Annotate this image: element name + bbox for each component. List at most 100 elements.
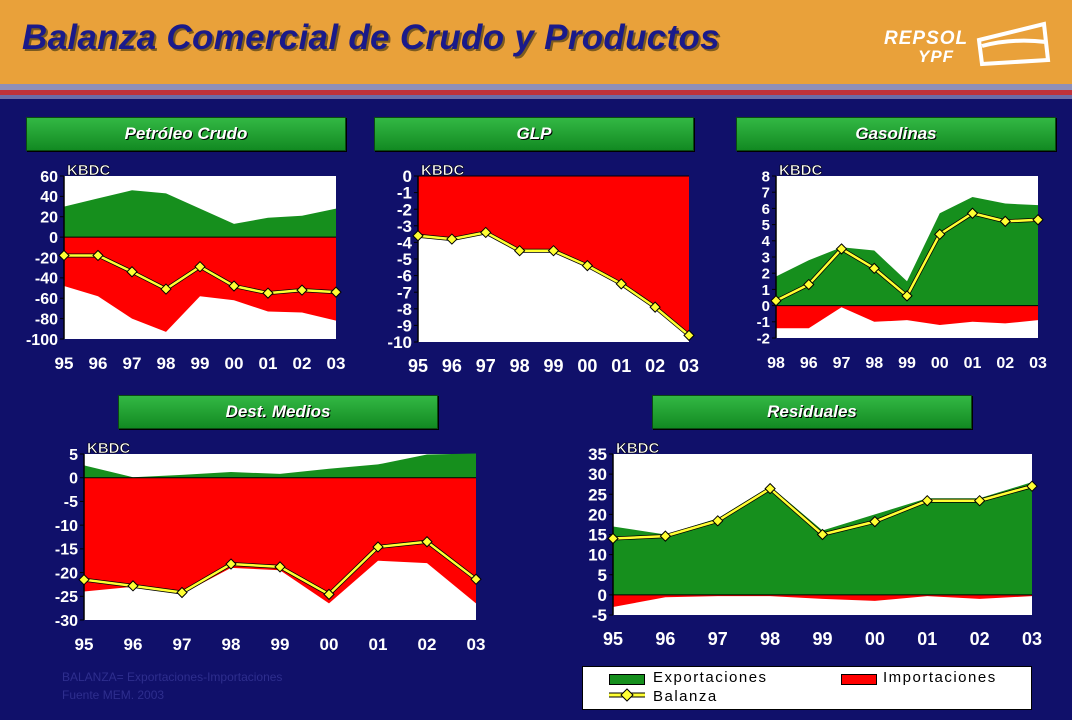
medios-series-exportaciones	[84, 453, 476, 478]
medios-xtick-label-2: 97	[173, 635, 192, 654]
residuales-ytick-label-8: -5	[592, 606, 607, 625]
crudo-ytick-label-2: 20	[40, 210, 58, 227]
crudo-xtick-label-1: 96	[89, 354, 108, 373]
crudo-balanza-point-4	[194, 260, 206, 273]
legend-label-importaciones: Importaciones	[883, 669, 997, 686]
medios-xtick-label-1: 96	[124, 635, 143, 654]
gasolinas-balanza-point-0	[770, 295, 782, 307]
glp-ytick-label-9: -9	[397, 317, 412, 336]
crudo-xtick-label-3: 98	[157, 354, 176, 373]
residuales-series-importaciones	[613, 594, 1032, 607]
medios-balanza-point-5	[323, 588, 335, 601]
crudo-balanza-point-3	[160, 283, 172, 295]
gasolinas-balanza-point-8	[1032, 214, 1044, 226]
crudo-unit-label: KBDC	[67, 162, 110, 179]
gasolinas-ytick-label-0: 8	[762, 168, 770, 185]
medios-ytick-label-2: -5	[64, 494, 78, 511]
residuales-balanza-point-5	[869, 515, 881, 528]
legend: Exportaciones Importaciones Balanza	[582, 666, 1032, 710]
crudo-balanza-point-5	[228, 280, 240, 292]
medios-balanza-point-3	[225, 558, 237, 570]
residuales-xtick-label-1: 96	[655, 629, 675, 649]
crudo-balanza-point-2	[126, 266, 138, 278]
residuales-xtick-label-4: 99	[812, 629, 832, 649]
header-bar: Balanza Comercial de Crudo y Productos R…	[0, 0, 1072, 84]
crudo-xtick-label-6: 01	[259, 354, 278, 373]
gasolinas-ytick-label-5: 3	[762, 249, 770, 266]
gasolinas-ytick-label-7: 1	[762, 282, 770, 299]
medios-xtick-label-4: 99	[271, 635, 290, 654]
medios-ytick-label-1: 0	[69, 470, 78, 487]
medios-series-importaciones	[84, 477, 476, 604]
residuales-ytick-label-0: 35	[588, 445, 607, 464]
crudo-xtick-label-4: 99	[191, 354, 210, 373]
glp-xtick-label-4: 99	[543, 356, 563, 376]
crudo-balanza-point-8	[330, 286, 342, 298]
medios-balanza-point-7	[421, 536, 433, 548]
gasolinas-ytick-label-8: 0	[762, 298, 770, 315]
glp-xtick-label-6: 01	[611, 356, 631, 376]
gasolinas-balanza-point-1	[803, 278, 815, 291]
crudo-xtick-label-0: 95	[55, 354, 74, 373]
gasolinas-xtick-label-2: 97	[833, 355, 851, 372]
legend-swatch-balanza	[609, 688, 645, 702]
medios-balanza-point-0	[78, 573, 90, 586]
residuales-xtick-label-6: 01	[917, 629, 937, 649]
legend-swatch-importaciones	[841, 674, 877, 685]
gasolinas-xtick-label-0: 98	[767, 355, 785, 372]
medios-balanza-point-6	[372, 541, 384, 553]
residuales-xtick-label-0: 95	[603, 629, 623, 649]
glp-balanza-point-1	[446, 233, 458, 245]
medios-balanza-point-1	[127, 580, 139, 592]
crudo-ytick-label-0: 60	[40, 169, 58, 186]
glp-unit-label: KBDC	[421, 162, 464, 179]
gasolinas-ytick-label-10: -2	[757, 330, 770, 347]
logo-emblem-icon	[976, 21, 1051, 67]
glp-ytick-label-2: -2	[397, 200, 412, 219]
gasolinas-xtick-label-8: 03	[1029, 355, 1047, 372]
gasolinas-series-exportaciones	[776, 197, 1038, 306]
residuales-ytick-label-2: 25	[588, 485, 607, 504]
glp-balanza-point-2	[480, 226, 492, 239]
residuales-ytick-label-3: 20	[588, 505, 607, 524]
glp-xtick-label-1: 96	[442, 356, 462, 376]
glp-xtick-label-0: 95	[408, 356, 428, 376]
gasolinas-unit-label: KBDC	[779, 162, 822, 179]
crudo-xtick-label-2: 97	[123, 354, 142, 373]
gasolinas-xtick-label-5: 00	[931, 355, 949, 372]
gasolinas-ytick-label-3: 5	[762, 217, 770, 234]
glp-balanza-point-6	[615, 278, 627, 290]
glp-xtick-label-5: 00	[577, 356, 597, 376]
residuales-ytick-label-4: 15	[588, 526, 607, 545]
residuales-xtick-label-3: 98	[760, 629, 780, 649]
residuales-balanza-point-1	[659, 530, 672, 542]
residuales-unit-label: KBDC	[616, 440, 659, 457]
residuales-balanza-point-2	[712, 515, 724, 527]
glp-xtick-label-2: 97	[476, 356, 496, 376]
panel-title-gasolinas: Gasolinas	[736, 117, 1056, 151]
medios-balanza-point-4	[274, 561, 286, 573]
residuales-xtick-label-7: 02	[970, 629, 990, 649]
glp-ytick-label-3: -3	[397, 217, 412, 236]
glp-balanza-point-0	[412, 230, 424, 242]
medios-xtick-label-7: 02	[418, 635, 437, 654]
crudo-ytick-label-5: -40	[35, 271, 58, 288]
gasolinas-ytick-label-4: 4	[762, 233, 771, 250]
crudo-balanza-point-0	[58, 249, 70, 262]
residuales-ytick-label-7: 0	[598, 586, 607, 605]
page-title: Balanza Comercial de Crudo y Productos	[22, 18, 720, 57]
glp-ytick-label-1: -1	[397, 184, 412, 203]
gasolinas-ytick-label-2: 6	[762, 201, 770, 218]
gasolinas-series-importaciones	[776, 305, 1038, 329]
glp-balanza-point-5	[581, 259, 594, 272]
residuales-ytick-label-5: 10	[588, 546, 607, 565]
glp-xtick-label-3: 98	[510, 356, 530, 376]
footnote-formula: BALANZA= Exportaciones-Importaciones	[62, 670, 283, 684]
residuales-balanza-point-4	[816, 528, 829, 541]
crudo-balanza-point-1	[92, 249, 104, 262]
repsol-ypf-logo: REPSOL YPF	[874, 18, 1054, 70]
gasolinas-ytick-label-6: 2	[762, 266, 770, 283]
residuales-balanza-point-6	[921, 494, 933, 507]
glp-xtick-label-8: 03	[679, 356, 699, 376]
residuales-ytick-label-6: 5	[598, 566, 607, 585]
